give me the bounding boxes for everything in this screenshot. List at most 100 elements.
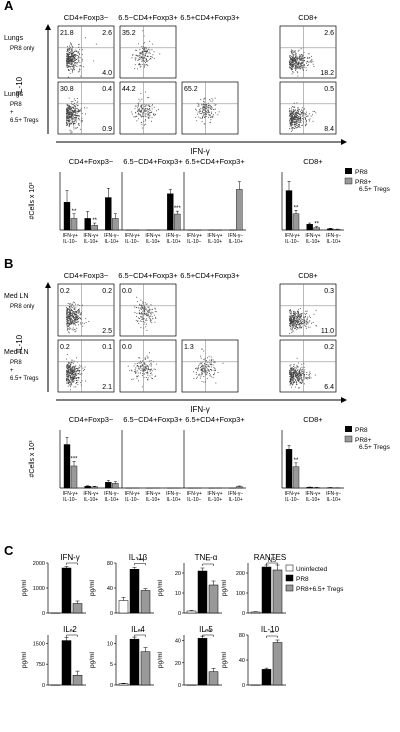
flow-event	[141, 313, 143, 315]
flow-event	[141, 368, 143, 370]
flow-event	[147, 111, 149, 113]
flow-event	[210, 369, 212, 371]
flow-event	[66, 309, 68, 311]
flow-event	[193, 377, 195, 379]
flow-event	[302, 57, 304, 59]
flow-event	[198, 368, 200, 370]
bar-category-label: IL-10+	[146, 497, 160, 503]
population-header: CD4+Foxp3−	[64, 13, 109, 22]
flow-event	[293, 369, 294, 371]
flow-event	[306, 111, 307, 113]
flow-event	[202, 116, 203, 118]
flow-event	[154, 310, 156, 312]
flow-event	[69, 326, 71, 328]
flow-event	[149, 369, 151, 370]
flow-event	[304, 374, 305, 375]
flow-event	[68, 113, 70, 114]
flow-event	[69, 45, 70, 47]
flow-event	[290, 374, 292, 376]
flow-event	[68, 52, 70, 53]
flow-event	[296, 120, 297, 122]
flow-event	[66, 118, 68, 120]
flow-event	[294, 122, 296, 124]
flow-event	[145, 119, 146, 121]
flow-event	[291, 319, 293, 321]
flow-event	[146, 309, 148, 311]
flow-event	[78, 125, 80, 126]
flow-event	[144, 302, 146, 304]
flow-event	[141, 56, 143, 57]
bar	[313, 227, 320, 231]
flow-event	[298, 387, 300, 389]
bar	[197, 638, 208, 686]
flow-event	[72, 57, 74, 59]
flow-event	[140, 111, 142, 113]
flow-event	[68, 370, 70, 372]
flow-event	[134, 68, 136, 70]
flow-event	[141, 365, 143, 367]
flow-event	[296, 384, 298, 386]
flow-event	[298, 372, 300, 374]
flow-event	[208, 104, 210, 106]
bar	[112, 218, 119, 231]
flow-event	[295, 68, 297, 69]
flow-event	[73, 54, 75, 56]
flow-event	[296, 315, 298, 317]
flow-event	[206, 373, 208, 375]
flow-event	[199, 363, 201, 365]
flow-event	[66, 63, 68, 65]
flow-event	[200, 110, 202, 112]
flow-event	[67, 329, 69, 330]
significance-mark: ***	[174, 206, 182, 212]
flow-event	[71, 321, 73, 323]
flow-event	[207, 365, 209, 367]
flow-event	[295, 115, 297, 117]
flow-event	[141, 107, 143, 109]
flow-event	[71, 56, 73, 58]
flow-event	[296, 373, 298, 375]
flow-event	[293, 51, 295, 53]
flow-event	[201, 121, 203, 122]
flow-event	[289, 118, 291, 120]
flow-event	[68, 380, 70, 381]
flow-event	[70, 383, 72, 384]
flow-event	[68, 65, 70, 67]
flow-event	[148, 109, 150, 111]
flow-event	[142, 313, 144, 315]
flow-event	[77, 111, 79, 113]
flow-event	[70, 384, 71, 386]
flow-event	[69, 303, 71, 305]
flow-event	[68, 63, 70, 64]
flow-event	[67, 124, 68, 125]
flow-event	[306, 120, 307, 122]
flow-event	[306, 115, 308, 117]
significance-mark: **	[294, 205, 299, 211]
flow-event	[313, 313, 315, 315]
flow-event	[70, 113, 72, 115]
flow-event	[146, 110, 148, 112]
flow-event	[73, 68, 75, 70]
bar	[174, 213, 181, 231]
flow-event	[142, 112, 144, 114]
flow-event	[151, 309, 153, 311]
flow-event	[131, 113, 133, 115]
flow-event	[206, 372, 208, 374]
flow-event	[74, 321, 76, 322]
flow-event	[293, 58, 295, 60]
flow-event	[72, 67, 74, 69]
flow-event	[73, 105, 75, 107]
flow-event	[69, 316, 71, 318]
flow-event	[81, 60, 83, 62]
flow-event	[73, 371, 75, 373]
flow-event	[295, 380, 297, 381]
flow-event	[296, 321, 298, 322]
flow-event	[294, 51, 296, 53]
flow-event	[137, 321, 139, 322]
tick-label: 5	[110, 662, 113, 668]
flow-event	[212, 116, 214, 118]
flow-event	[150, 365, 152, 367]
flow-event	[140, 304, 142, 306]
flow-event	[138, 367, 140, 369]
flow-event	[146, 60, 147, 62]
flow-event	[213, 370, 215, 371]
